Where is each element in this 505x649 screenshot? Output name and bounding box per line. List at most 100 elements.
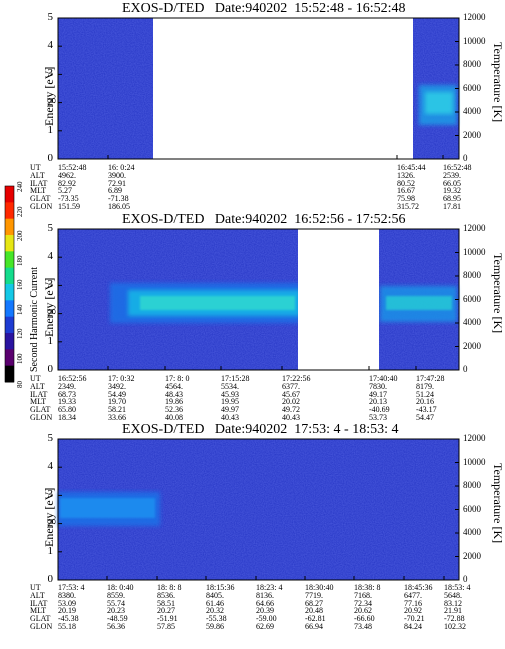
table-label: GLON [30,621,53,631]
table-cell: 82.92 [58,178,76,188]
panel-2 [57,228,460,371]
colorbar-tick: 240 [16,181,24,193]
colorbar-segment [5,365,14,383]
table-label: MLT [30,186,47,196]
table-cell: 19.70 [108,397,126,407]
table-cell: 102.32 [444,621,466,631]
panel-3-y2tick: 2000 [463,550,481,561]
table-cell: 8136. [256,590,274,600]
table-cell: 18:15:36 [206,583,235,592]
table-cell: 315.72 [397,201,419,211]
table-label: ALT [30,381,45,391]
panel-1 [57,17,460,160]
colorbar-segment [5,267,14,285]
table-cell: 6477. [404,590,422,600]
table-cell: 72.34 [354,598,372,608]
table-cell: 20.62 [354,606,372,616]
table-cell: -72.88 [444,614,465,624]
panel-2-enhancement-right-core [386,296,452,310]
table-label: GLON [30,201,53,211]
table-cell: 20.02 [282,397,300,407]
table-label: ALT [30,170,45,180]
table-cell: 4564. [165,381,183,391]
panel-3-ytick: 3 [47,488,54,501]
table-cell: 20.16 [416,397,434,407]
table-cell: 8536. [157,590,175,600]
table-cell: 16:52:48 [443,163,472,172]
table-label: GLAT [30,194,51,204]
table-cell: 55.74 [107,598,125,608]
table-cell: 19.86 [165,397,183,407]
panel-1-enhancement-core [425,92,453,114]
table-cell: 49.72 [282,405,300,415]
table-cell: 45.93 [221,389,239,399]
table-cell: 8405. [206,590,224,600]
panel-2-table-column: 17: 8: 0 4564. 48.43 19.86 52.36 40.08 [165,375,189,422]
table-cell: 16.67 [397,186,415,196]
panel-1-gap [153,18,413,159]
table-cell: 83.12 [444,598,462,608]
table-cell: -51.91 [157,614,178,624]
table-label: UT [30,374,41,383]
panel-3-table-column: 18:45:36 6477. 77.16 20.92 -70.21 84.24 [404,584,432,631]
panel-3-ytick: 4 [47,460,54,473]
table-label: ILAT [30,178,48,188]
colorbar-segment [5,349,14,367]
panel-2-y2tick: 12000 [463,223,486,233]
table-cell: 1326. [397,170,415,180]
panel-2-y2tick: 6000 [463,293,481,304]
panel-1-ytick: 4 [47,39,54,52]
panel-3-y2tick: 6000 [463,503,481,514]
table-cell: 20.23 [107,606,125,616]
colorbar-segment [5,202,14,220]
table-cell: 51.24 [416,389,434,399]
table-cell: 17:22:56 [282,374,311,383]
colorbar-segment [5,251,14,269]
panel-3-y2tick: 8000 [463,480,481,490]
table-cell: 8559. [107,590,125,600]
table-cell: 16:52:56 [58,374,87,383]
table-cell: 3900. [108,170,126,180]
table-cell: 66.05 [443,178,461,188]
panel-1-y2tick: 12000 [463,12,486,22]
panel-2-ytick: 3 [47,278,54,291]
table-cell: 52.36 [165,405,183,415]
table-label: UT [30,583,41,592]
table-label: ALT [30,590,45,600]
table-cell: 15:52:48 [58,163,87,172]
table-cell: 18:53: 4 [444,583,471,592]
panel-1-y2tick: 8000 [463,59,481,69]
table-cell: 7719. [305,590,323,600]
table-cell: 58.51 [157,598,175,608]
table-cell: 55.18 [58,621,76,631]
table-cell: 62.69 [256,621,274,631]
panel-2-y2tick: 8000 [463,270,481,280]
table-cell: 3492. [108,381,126,391]
panel-2-y2tick: 10000 [463,246,486,257]
panel-2-y2label: Temperature [K] [491,253,505,334]
table-cell: 17.81 [443,201,461,211]
colorbar-tick: 120 [16,328,24,340]
table-cell: 2349. [58,381,76,391]
table-cell: 18:45:36 [404,583,433,592]
colorbar-segment [5,235,14,252]
table-cell: 49.17 [369,389,387,399]
panel-2-ytick: 2 [47,306,54,319]
table-cell: -48.59 [107,614,128,624]
colorbar-tick: 140 [16,304,24,315]
table-cell: 6.89 [108,186,122,196]
table-cell: -43.17 [416,405,437,415]
axis-tick-marks [57,17,459,581]
table-cell: 17:53: 4 [58,583,85,592]
table-cell: 17:47:28 [416,374,445,383]
table-cell: 66.94 [305,621,323,631]
colorbar-segment [5,284,14,301]
panel-1-ytick: 5 [47,11,54,23]
table-cell: 57.85 [157,621,175,631]
table-cell: 18:23: 4 [256,583,283,592]
panel-3-y2tick: 10000 [463,456,486,467]
table-cell: 75.98 [397,194,415,204]
table-cell: 8380. [58,590,76,600]
panel-3-table-column: 18:23: 4 8136. 64.66 20.39 -59.00 62.69 [256,584,282,631]
table-cell: 53.09 [58,598,76,608]
